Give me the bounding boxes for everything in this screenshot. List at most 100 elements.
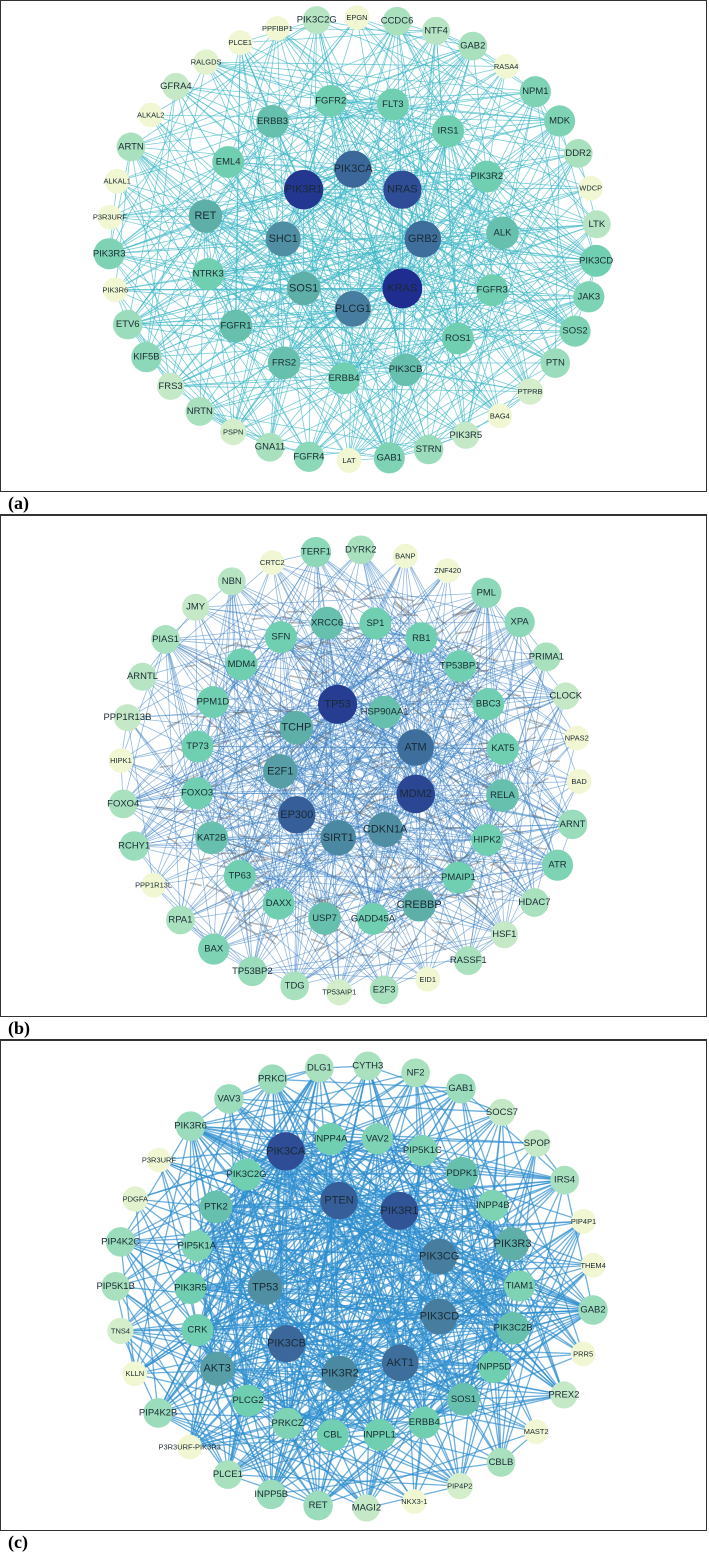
node-circle [486, 732, 519, 765]
node-label: PDPK1 [446, 1168, 477, 1179]
edge [487, 704, 558, 866]
edge [388, 176, 488, 459]
edge-label-mark [318, 731, 332, 740]
node-inpp4b: INPP4B [476, 1189, 510, 1221]
node-label: TP53AIP1 [322, 988, 356, 997]
node-circle [356, 902, 389, 935]
edge [109, 253, 403, 289]
node-circle [578, 175, 604, 201]
edge [120, 1330, 340, 1375]
edge [175, 86, 449, 132]
edge-label-mark [518, 736, 537, 745]
node-eid1: EID1 [415, 966, 441, 992]
edge [205, 215, 285, 364]
node-circle [279, 710, 314, 745]
edge-label-mark [392, 602, 409, 615]
edge [534, 91, 576, 332]
node-label: CYTH3 [352, 1060, 383, 1071]
node-circle [406, 1135, 438, 1167]
node-label: XPA [511, 617, 530, 628]
edge [180, 551, 317, 921]
edge [392, 104, 493, 291]
edge [383, 864, 558, 991]
edge [165, 639, 461, 667]
edge-label-mark [199, 660, 218, 670]
node-circle [493, 54, 519, 79]
edge-label-mark [255, 832, 271, 843]
edge [109, 238, 284, 255]
edge-label-mark [456, 630, 471, 635]
edge [282, 100, 332, 240]
edge [205, 42, 241, 217]
node-label: TP53BP2 [232, 966, 273, 977]
node-clock: CLOCK [549, 682, 583, 710]
edge [130, 146, 206, 217]
node-tp53: TP53 [318, 684, 358, 724]
edge [286, 1343, 584, 1355]
edge-label-mark [532, 846, 547, 850]
edge [239, 637, 282, 876]
node-label: PPP1R13B [103, 712, 151, 723]
node-label: GAB1 [377, 452, 402, 463]
edge-label-mark [528, 718, 551, 728]
edge-label-mark [288, 621, 304, 625]
node-circle [523, 1419, 549, 1445]
node-label: MDM4 [228, 659, 256, 670]
edge [197, 792, 416, 795]
node-etv6: ETV6 [112, 309, 143, 340]
edge [337, 638, 422, 838]
edge-label-mark [159, 764, 173, 769]
node-gab1: GAB1 [446, 1073, 476, 1104]
node-label: NF2 [407, 1067, 425, 1078]
edge [134, 1373, 249, 1402]
node-label: KAT2B [197, 832, 226, 843]
node-circle [220, 418, 247, 446]
edge-label-mark [357, 853, 367, 861]
edge-label-mark [482, 771, 497, 776]
edge [438, 1256, 537, 1432]
node-circle [175, 1111, 206, 1141]
node-circle [181, 1314, 214, 1347]
edge [280, 636, 386, 830]
node-label: INPP4A [314, 1134, 348, 1145]
node-label: KAT5 [491, 743, 514, 754]
node-circle [392, 543, 418, 569]
edge-label-mark [345, 625, 362, 632]
edge [239, 42, 285, 363]
node-pik3ca: PIK3CA [334, 150, 373, 188]
divider-a [0, 514, 707, 515]
edge-label-mark [470, 685, 483, 696]
edge-label-mark [224, 900, 240, 912]
node-circle [122, 1361, 148, 1387]
edge [109, 28, 278, 218]
edge [422, 131, 449, 240]
node-label: P3R3URF-PIK3R3 [159, 1443, 221, 1452]
edge [372, 695, 567, 920]
node-cyth3: CYTH3 [352, 1051, 383, 1081]
edge-label-mark [418, 690, 431, 697]
edge [271, 562, 417, 795]
edge-label-mark [469, 886, 486, 898]
node-circle [397, 729, 434, 766]
node-circle [557, 809, 588, 840]
node-xpa: XPA [504, 606, 535, 638]
edge [265, 1255, 440, 1289]
node-label: IRS4 [554, 1175, 575, 1186]
edge [196, 703, 338, 794]
node-ros1: ROS1 [441, 322, 474, 355]
node-circle [452, 421, 480, 449]
edge [399, 1256, 440, 1364]
node-fgfr4: FGFR4 [293, 441, 324, 472]
edge [115, 289, 285, 364]
node-circle [421, 1238, 458, 1275]
edge [554, 120, 561, 364]
edge [285, 1151, 401, 1364]
edge [120, 1330, 495, 1368]
node-circle [369, 975, 399, 1005]
edge [352, 169, 459, 339]
node-ptk2: PTK2 [199, 1190, 233, 1224]
edge [227, 28, 278, 163]
node-circle [212, 146, 245, 178]
node-circle [223, 859, 256, 892]
node-label: INPPL1 [363, 1429, 396, 1440]
